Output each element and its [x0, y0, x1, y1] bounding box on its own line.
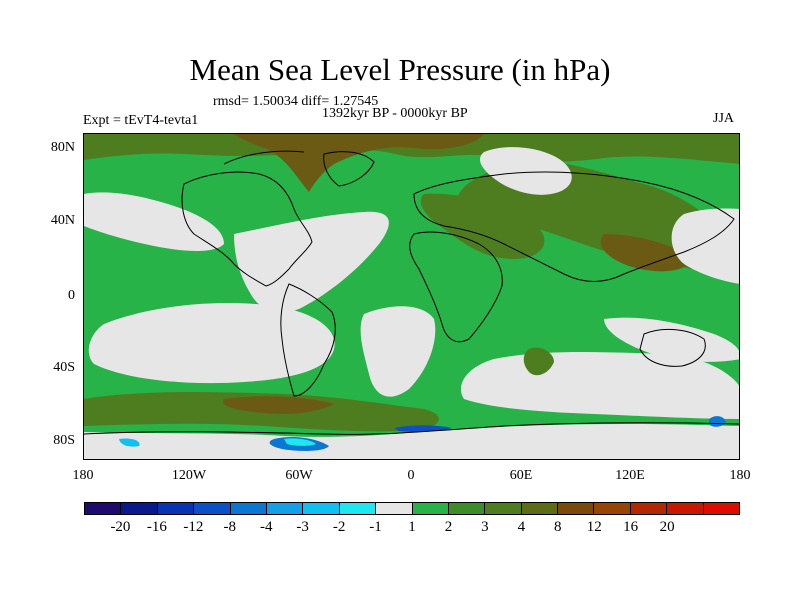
time-period: 1392kyr BP - 0000kyr BP [322, 106, 468, 121]
colorbar [84, 502, 740, 515]
colorbar-label: 8 [554, 519, 562, 535]
lon-label-60e: 60E [509, 468, 533, 483]
lon-label-0: 0 [407, 468, 415, 483]
colorbar-swatch [266, 503, 304, 514]
colorbar-swatch [558, 503, 595, 514]
colorbar-label: -1 [369, 519, 382, 535]
lon-label-120e: 120E [615, 468, 645, 483]
colorbar-label: -12 [183, 519, 204, 535]
lat-label-40n: 40N [50, 213, 75, 228]
colorbar-swatch [448, 503, 486, 514]
colorbar-label: 2 [444, 519, 453, 535]
region-arctic-grey-patch [479, 147, 572, 195]
colorbar-swatch [230, 503, 267, 514]
colorbar-swatch [667, 503, 704, 514]
colorbar-swatch [339, 503, 377, 514]
lon-label-60w: 60W [285, 468, 313, 483]
pressure-map [83, 133, 740, 460]
lon-label-180e: 180 [729, 468, 751, 483]
region-antarctica-grey [84, 424, 739, 459]
colorbar-swatch [303, 503, 340, 514]
lon-label-180w: 180 [72, 468, 94, 483]
colorbar-swatch [376, 503, 413, 514]
experiment-label: Expt = tEvT4-tevta1 [83, 113, 199, 128]
colorbar-label: 4 [517, 519, 526, 535]
region-north-atlantic-grey [234, 211, 389, 313]
rmsd-diff-stats: rmsd= 1.50034 diff= 1.27545 [213, 94, 379, 109]
colorbar-swatch [703, 503, 740, 514]
region-southern-ocean-4-8-hpa [223, 396, 334, 414]
colorbar-label: 16 [623, 519, 639, 535]
region-north-pacific-grey [84, 192, 224, 251]
colorbar-swatch [412, 503, 449, 514]
region-antarctic-cyan-2 [119, 438, 140, 447]
region-asia-4-8-hpa [600, 234, 694, 272]
region-antarctic-blue-3 [709, 416, 726, 427]
region-small-olive-patch [523, 347, 554, 376]
lat-label-40s: 40S [53, 360, 75, 375]
colorbar-label: -2 [332, 519, 346, 535]
colorbar-swatch [594, 503, 631, 514]
colorbar-label: 12 [586, 519, 602, 535]
region-arctic-3-4-hpa [84, 134, 739, 164]
region-south-atlantic-grey [360, 306, 436, 397]
colorbar-swatch [630, 503, 668, 514]
lat-label-0: 0 [68, 288, 75, 303]
lat-label-80s: 80S [53, 433, 75, 448]
lat-label-80n: 80N [50, 140, 75, 155]
colorbar-label: 1 [408, 519, 416, 535]
region-arctic-4-8-hpa [234, 134, 484, 192]
map-canvas [84, 134, 739, 459]
colorbar-swatch [194, 503, 231, 514]
region-antarctic-cyan-1 [284, 438, 316, 446]
colorbar-label: 3 [481, 519, 489, 535]
chart-title: Mean Sea Level Pressure (in hPa) [189, 52, 611, 87]
colorbar-label: -3 [296, 519, 309, 535]
region-southwest-pacific-grey [604, 317, 739, 362]
colorbar-swatch [521, 503, 559, 514]
colorbar-swatch [157, 503, 195, 514]
colorbar-label: -8 [223, 519, 237, 535]
lon-label-120w: 120W [171, 468, 207, 483]
colorbar-label: -16 [146, 519, 167, 535]
region-africa-north-3-4-hpa [420, 193, 545, 259]
colorbar-label: -4 [259, 519, 273, 535]
region-east-pacific-grey [671, 208, 739, 284]
coastlines [84, 150, 739, 435]
colorbar-swatch [121, 503, 158, 514]
colorbar-swatch [85, 503, 122, 514]
season-label: JJA [713, 111, 735, 126]
colorbar-label: 20 [659, 519, 675, 535]
colorbar-swatch [485, 503, 522, 514]
region-south-pacific-grey [88, 303, 335, 384]
colorbar-label: -20 [110, 519, 131, 535]
